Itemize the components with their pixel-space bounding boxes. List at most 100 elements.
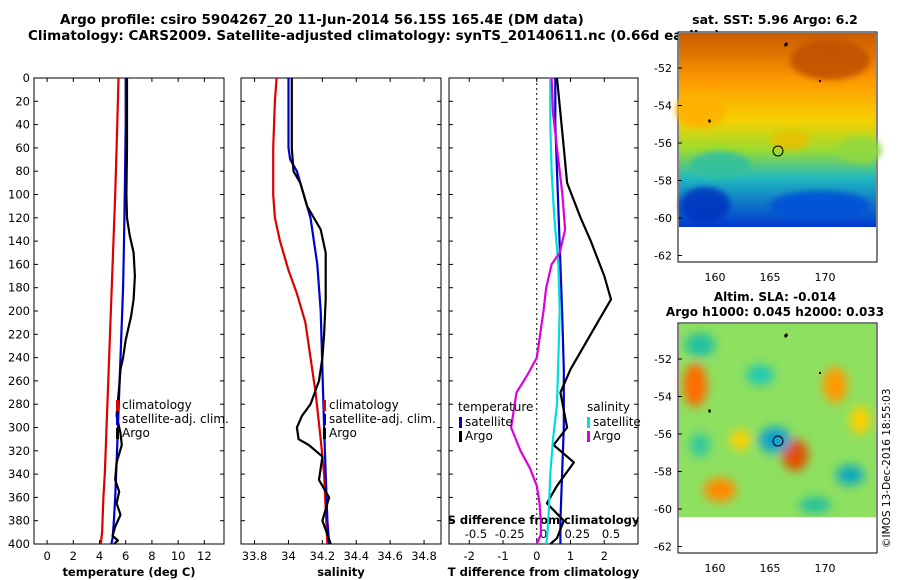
sst-lon-tick: 170 — [815, 271, 836, 284]
depth-tick-label: 200 — [8, 304, 30, 318]
salinity-legend-swatch — [323, 428, 326, 439]
salinity-legend-label: satellite-adj. clim. — [329, 412, 436, 426]
salinity-xlabel: salinity — [317, 565, 365, 579]
legend-salinity-label: Argo — [593, 429, 621, 443]
difference-panel: -2 -1 0 1 2 T difference from climatology S di… — [448, 77, 641, 579]
argo-location-marker — [772, 145, 784, 157]
legend-temperature-label: Argo — [465, 429, 493, 443]
salinity-legend-label: Argo — [329, 426, 357, 440]
sst-lat-tick: -56 — [654, 137, 672, 150]
sla-lat-tick: -54 — [654, 391, 672, 404]
legend-salinity-swatch — [587, 417, 590, 428]
salinity-legend-swatch — [323, 400, 326, 411]
salinity-xtick-label: 33.8 — [242, 549, 268, 563]
depth-tick-label: 340 — [8, 467, 30, 481]
sst-lon-tick: 165 — [760, 271, 781, 284]
sst-lat-tick: -60 — [654, 212, 672, 225]
depth-tick-label: 160 — [8, 257, 30, 271]
title-line-1: Argo profile: csiro 5904267_20 11-Jun-20… — [60, 12, 584, 28]
sla-lon-tick: 170 — [815, 562, 836, 575]
sst-lon-tick: 160 — [705, 271, 726, 284]
diff-x2tick-label: 0 — [540, 527, 547, 541]
temperature-xtick-label: 4 — [96, 549, 103, 563]
salinity-panel: 33.8 34 34.2 34.4 34.6 34.8 salinity climatolog… — [240, 77, 442, 579]
temperature-series-climatology — [99, 77, 120, 545]
difference-xtick-label: 2 — [601, 549, 608, 563]
temperature-xtick-label: 12 — [197, 549, 212, 563]
depth-tick-label: 40 — [15, 118, 30, 132]
depth-tick-label: 360 — [8, 490, 30, 504]
depth-tick-label: 80 — [15, 164, 30, 178]
difference-xtick-label: 0 — [533, 549, 540, 563]
sla-lat-tick: -60 — [654, 503, 672, 516]
salinity-xtick-label: 34.4 — [343, 549, 369, 563]
difference-series-s-satellite — [545, 78, 561, 545]
sst-map-title: sat. SST: 5.96 Argo: 6.2 — [692, 12, 858, 27]
imos-stamp: ©IMOS 13-Dec-2016 18:55:03 — [881, 389, 893, 548]
difference-series-s-argo — [510, 77, 567, 545]
difference-xtick-label: -2 — [464, 549, 475, 563]
sla-lat-tick: -56 — [654, 428, 672, 441]
depth-tick-label: 120 — [8, 211, 30, 225]
sla-map-subtitle: Argo h1000: 0.045 h2000: 0.033 — [666, 305, 884, 319]
temperature-legend-label: climatology — [122, 398, 192, 412]
salinity-xtick-label: 34 — [281, 549, 296, 563]
legend-temperature-swatch — [459, 431, 462, 442]
diff-x2tick-label: -0.5 — [465, 527, 487, 541]
diff-x2tick-label: 0.25 — [564, 527, 590, 541]
title-line-2: Climatology: CARS2009. Satellite-adjuste… — [28, 28, 721, 44]
depth-tick-label: 220 — [8, 327, 30, 341]
temperature-legend-label: Argo — [122, 426, 150, 440]
depth-tick-label: 140 — [8, 234, 30, 248]
depth-tick-label: 400 — [8, 537, 30, 551]
depth-tick-label: 180 — [8, 281, 30, 295]
depth-tick-label: 240 — [8, 351, 30, 365]
diff-xlabel2: S difference from climatology — [448, 513, 640, 527]
legend-temperature-label: satellite — [465, 415, 513, 429]
legend-temperature-title: temperature — [458, 400, 533, 414]
depth-tick-label: 20 — [15, 94, 30, 108]
legend-salinity-label: satellite — [593, 415, 641, 429]
depth-tick-label: 380 — [8, 514, 30, 528]
temperature-xlabel: temperature (deg C) — [62, 565, 195, 579]
difference-xtick-label: 1 — [567, 549, 574, 563]
depth-tick-label: 300 — [8, 421, 30, 435]
legend-salinity-title: salinity — [587, 400, 630, 414]
legend-salinity-swatch — [587, 431, 590, 442]
depth-tick-label: 280 — [8, 397, 30, 411]
sst-lat-tick: -58 — [654, 175, 672, 188]
argo-location-marker-sla — [772, 435, 784, 447]
sst-map: -52 -54 -56 -58 -60 -62 160 165 170 — [654, 31, 882, 284]
depth-tick-label: 100 — [8, 188, 30, 202]
sla-lat-tick: -52 — [654, 353, 672, 366]
temperature-panel: 0204060801001201401601802002202402602803… — [8, 71, 229, 579]
diff-x2tick-label: -0.25 — [495, 527, 525, 541]
temperature-xtick-label: 10 — [171, 549, 186, 563]
salinity-series-climatology — [272, 77, 329, 545]
temperature-legend-swatch — [116, 428, 119, 439]
temperature-series-argo — [111, 78, 136, 545]
depth-tick-label: 60 — [15, 141, 30, 155]
salinity-xtick-label: 34.2 — [310, 549, 336, 563]
sla-map-title: Altim. SLA: -0.014 — [714, 290, 836, 304]
sla-map: -52 -54 -56 -58 -60 -62 160 165 170 — [654, 322, 878, 575]
temperature-xtick-label: 0 — [43, 549, 50, 563]
diff-x2tick-label: 0.5 — [602, 527, 620, 541]
salinity-xtick-label: 34.6 — [377, 549, 403, 563]
salinity-series-satellite-adj-clim- — [287, 78, 331, 545]
temperature-xtick-label: 2 — [70, 549, 77, 563]
temperature-legend-label: satellite-adj. clim. — [122, 412, 229, 426]
sst-lat-tick: -62 — [654, 250, 672, 263]
temperature-xtick-label: 8 — [148, 549, 155, 563]
temperature-xtick-label: 6 — [122, 549, 129, 563]
salinity-xtick-label: 34.8 — [411, 549, 437, 563]
temperature-series-satellite-adj-clim- — [110, 78, 127, 545]
sla-lon-tick: 165 — [760, 562, 781, 575]
difference-xtick-label: -1 — [497, 549, 508, 563]
sla-lat-tick: -58 — [654, 466, 672, 479]
sla-lat-tick: -62 — [654, 541, 672, 554]
salinity-legend-label: climatology — [329, 398, 399, 412]
difference-xlabel: T difference from climatology — [448, 565, 640, 579]
salinity-legend-swatch — [323, 414, 326, 425]
